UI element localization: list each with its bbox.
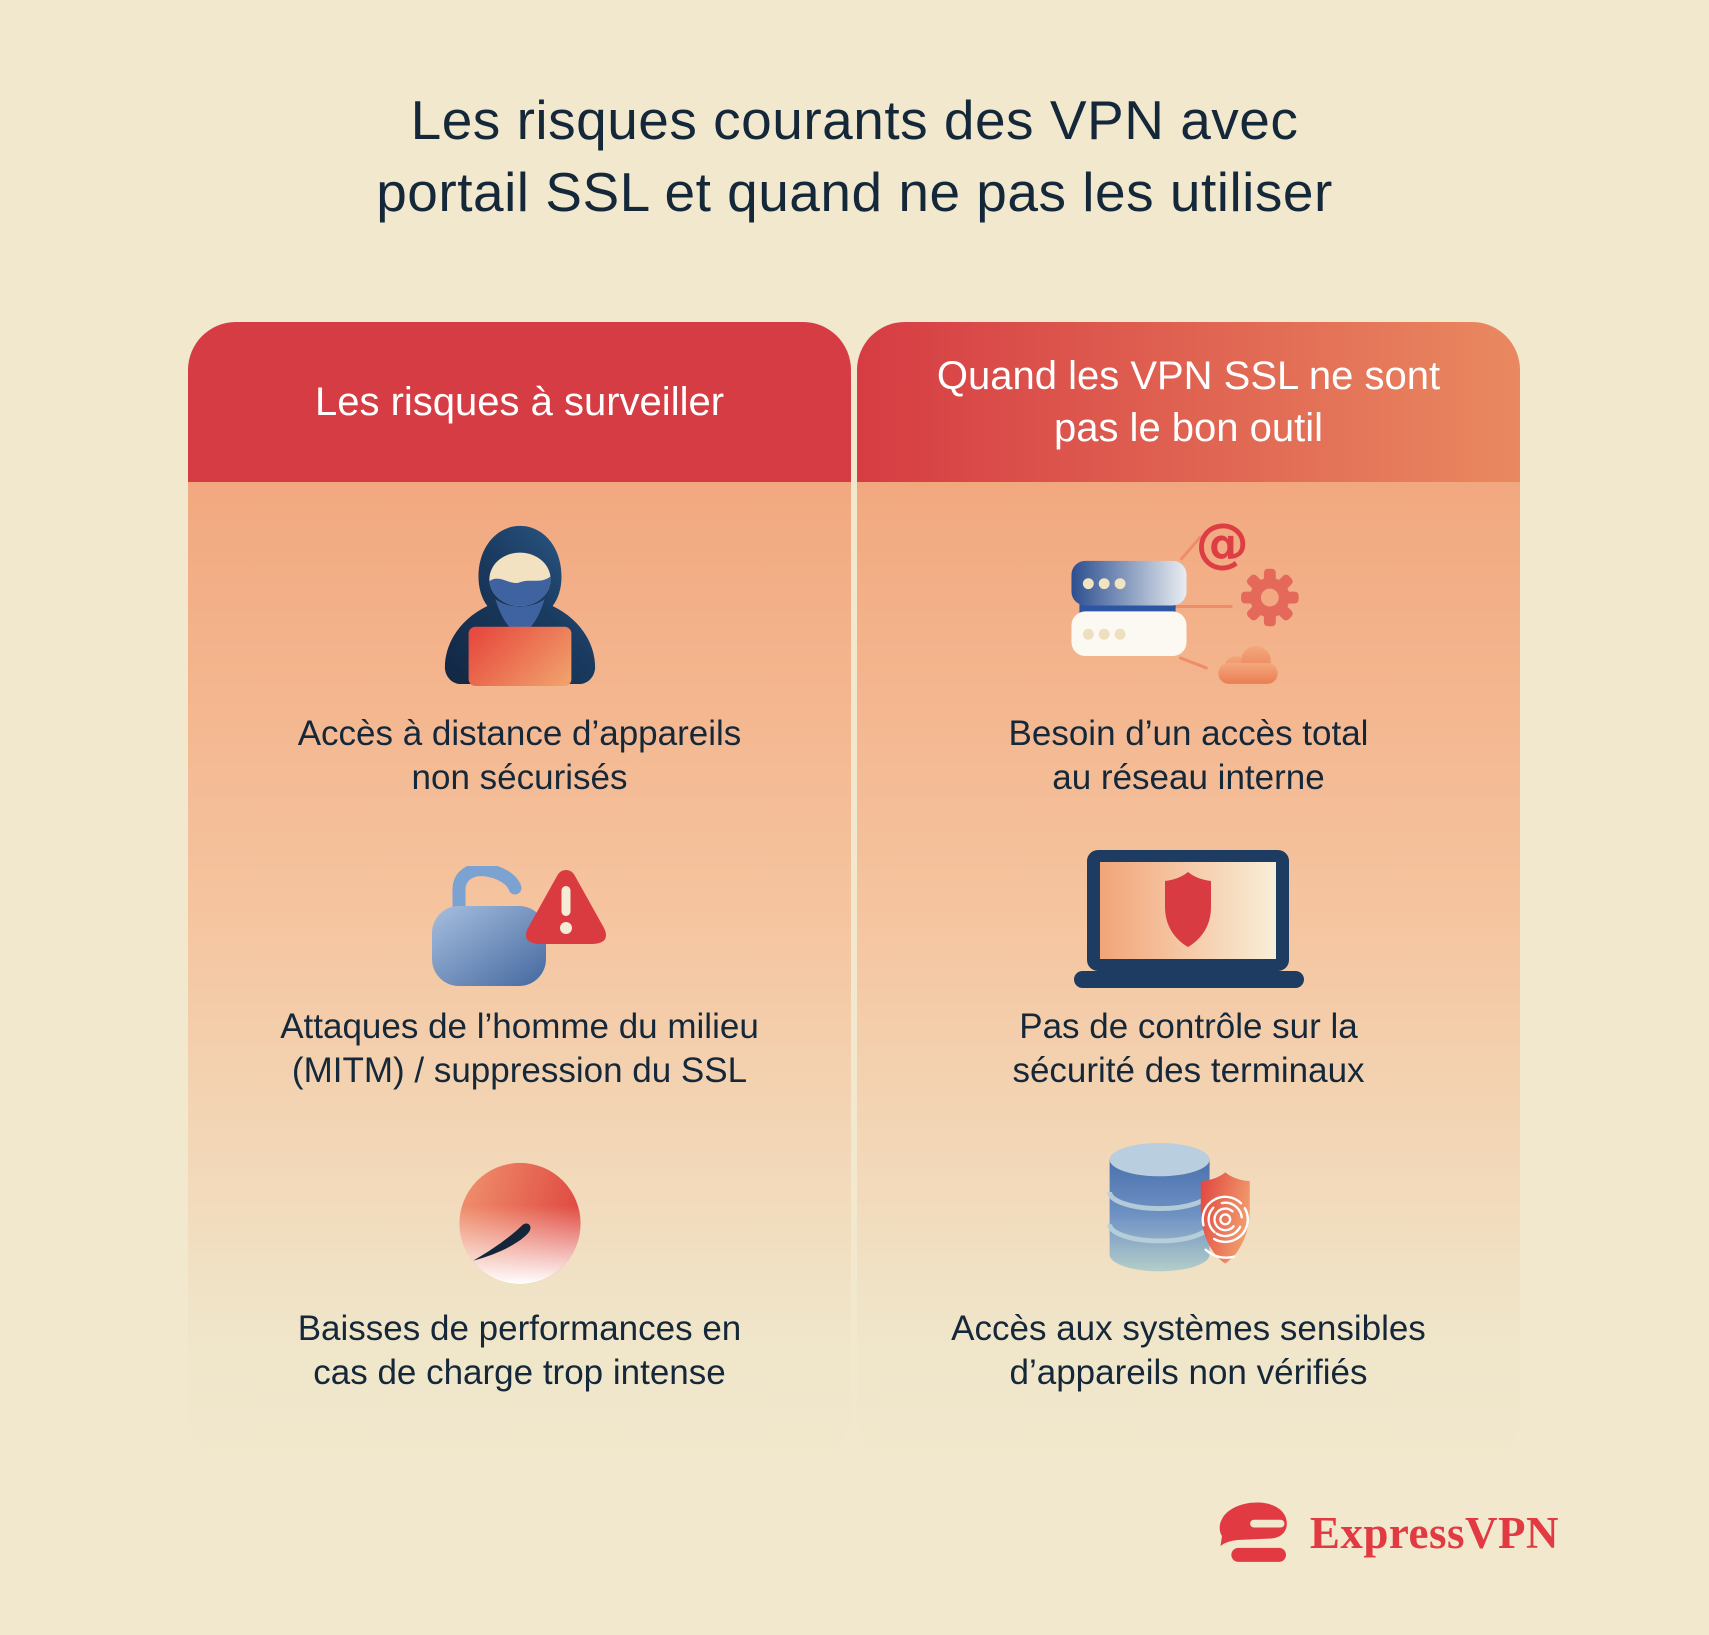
risk-item-performance: Baisses de performances en cas de charge… — [188, 1307, 851, 1395]
when-not-caption-line: d’appareils non vérifiés — [1009, 1353, 1368, 1392]
page-title-line2: portail SSL et quand ne pas les utiliser — [376, 161, 1333, 223]
risk-item-remote-access: Accès à distance d’appareils non sécuris… — [188, 712, 851, 800]
risks-column-header: Les risques à surveiller — [188, 322, 851, 482]
padlock-icon-slot — [430, 863, 610, 993]
risk-caption-line: (MITM) / suppression du SSL — [291, 1051, 748, 1090]
when-not-header-line1: Quand les VPN SSL ne sont — [936, 354, 1441, 398]
hacker-icon — [444, 525, 595, 687]
risks-column: Les risques à surveiller — [188, 322, 851, 1462]
risk-caption-line: cas de charge trop intense — [313, 1353, 726, 1392]
database-icon-slot — [1106, 1140, 1271, 1292]
when-not-header-line2: pas le bon outil — [1053, 406, 1324, 450]
risks-header-line1: Les risques à surveiller — [314, 380, 725, 424]
when-not-caption-line: Accès aux systèmes sensibles — [951, 1309, 1426, 1348]
page-title: Les risques courants des VPN avec portai… — [0, 84, 1709, 228]
when-not-item-endpoint-security: Pas de contrôle sur la sécurité des term… — [857, 1005, 1520, 1093]
brand-wordmark: ExpressVPN — [1309, 1508, 1559, 1558]
risk-caption-line: Attaques de l’homme du milieu — [280, 1007, 759, 1046]
page-title-line1: Les risques courants des VPN avec — [410, 89, 1299, 151]
when-not-column: Quand les VPN SSL ne sont pas le bon out… — [857, 322, 1520, 1462]
svg-text:@: @ — [1195, 514, 1249, 574]
gauge-icon — [458, 1162, 581, 1285]
server-network-icon: @ — [1070, 511, 1299, 684]
risk-item-mitm: Attaques de l’homme du milieu (MITM) / s… — [188, 1005, 851, 1093]
when-not-caption-line: sécurité des terminaux — [1012, 1051, 1365, 1090]
when-not-item-sensitive-systems: Accès aux systèmes sensibles d’appareils… — [857, 1307, 1520, 1395]
brand-footer: ExpressVPN — [1214, 1501, 1559, 1565]
gauge-icon-slot — [456, 1160, 583, 1292]
risk-caption-line: Baisses de performances en — [297, 1309, 742, 1348]
when-not-item-full-access: Besoin d’un accès total au réseau intern… — [857, 712, 1520, 800]
when-not-caption-line: Pas de contrôle sur la — [1019, 1007, 1358, 1046]
laptop-shield-icon — [1073, 850, 1304, 988]
server-icon-slot: @ — [1067, 511, 1310, 693]
when-not-caption-line: Besoin d’un accès total — [1008, 714, 1369, 753]
expressvpn-logo-icon — [1219, 1502, 1287, 1562]
risk-caption-line: non sécurisés — [411, 758, 628, 797]
when-not-caption-line: au réseau interne — [1052, 758, 1325, 797]
unlocked-padlock-warning-icon — [431, 863, 606, 986]
hacker-icon-slot — [436, 520, 604, 693]
laptop-icon-slot — [1073, 848, 1304, 993]
database-fingerprint-shield-icon — [1106, 1142, 1250, 1272]
when-not-column-header: Quand les VPN SSL ne sont pas le bon out… — [857, 322, 1520, 482]
risk-caption-line: Accès à distance d’appareils — [297, 714, 742, 753]
